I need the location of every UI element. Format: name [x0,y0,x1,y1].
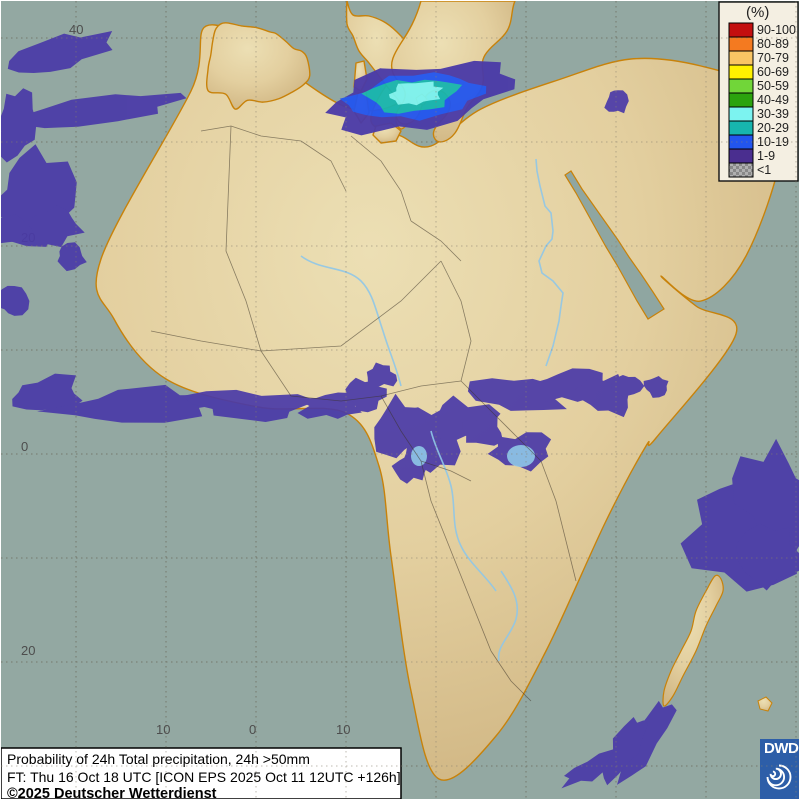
svg-text:30-39: 30-39 [757,107,789,121]
svg-text:90-100: 90-100 [757,23,796,37]
svg-text:60-69: 60-69 [757,65,789,79]
svg-text:70-79: 70-79 [757,51,789,65]
svg-text:0: 0 [21,439,28,454]
svg-text:50-59: 50-59 [757,79,789,93]
svg-text:10: 10 [156,722,170,737]
svg-text:Probability of 24h Total preci: Probability of 24h Total precipitation, … [7,751,310,767]
svg-text:0: 0 [249,722,256,737]
svg-text:80-89: 80-89 [757,37,789,51]
svg-text:40: 40 [69,22,83,37]
svg-text:1-9: 1-9 [757,149,775,163]
svg-text:40-49: 40-49 [757,93,789,107]
svg-text:©2025 Deutscher Wetterdienst: ©2025 Deutscher Wetterdienst [7,786,217,799]
svg-text:20-29: 20-29 [757,121,789,135]
svg-text:10: 10 [336,722,350,737]
svg-text:<1: <1 [757,163,771,177]
svg-text:DWD: DWD [764,740,799,757]
svg-text:FT: Thu 16 Oct 18 UTC [ICON EP: FT: Thu 16 Oct 18 UTC [ICON EPS 2025 Oct… [7,769,401,785]
svg-text:20: 20 [21,643,35,658]
svg-text:(%): (%) [746,4,769,21]
